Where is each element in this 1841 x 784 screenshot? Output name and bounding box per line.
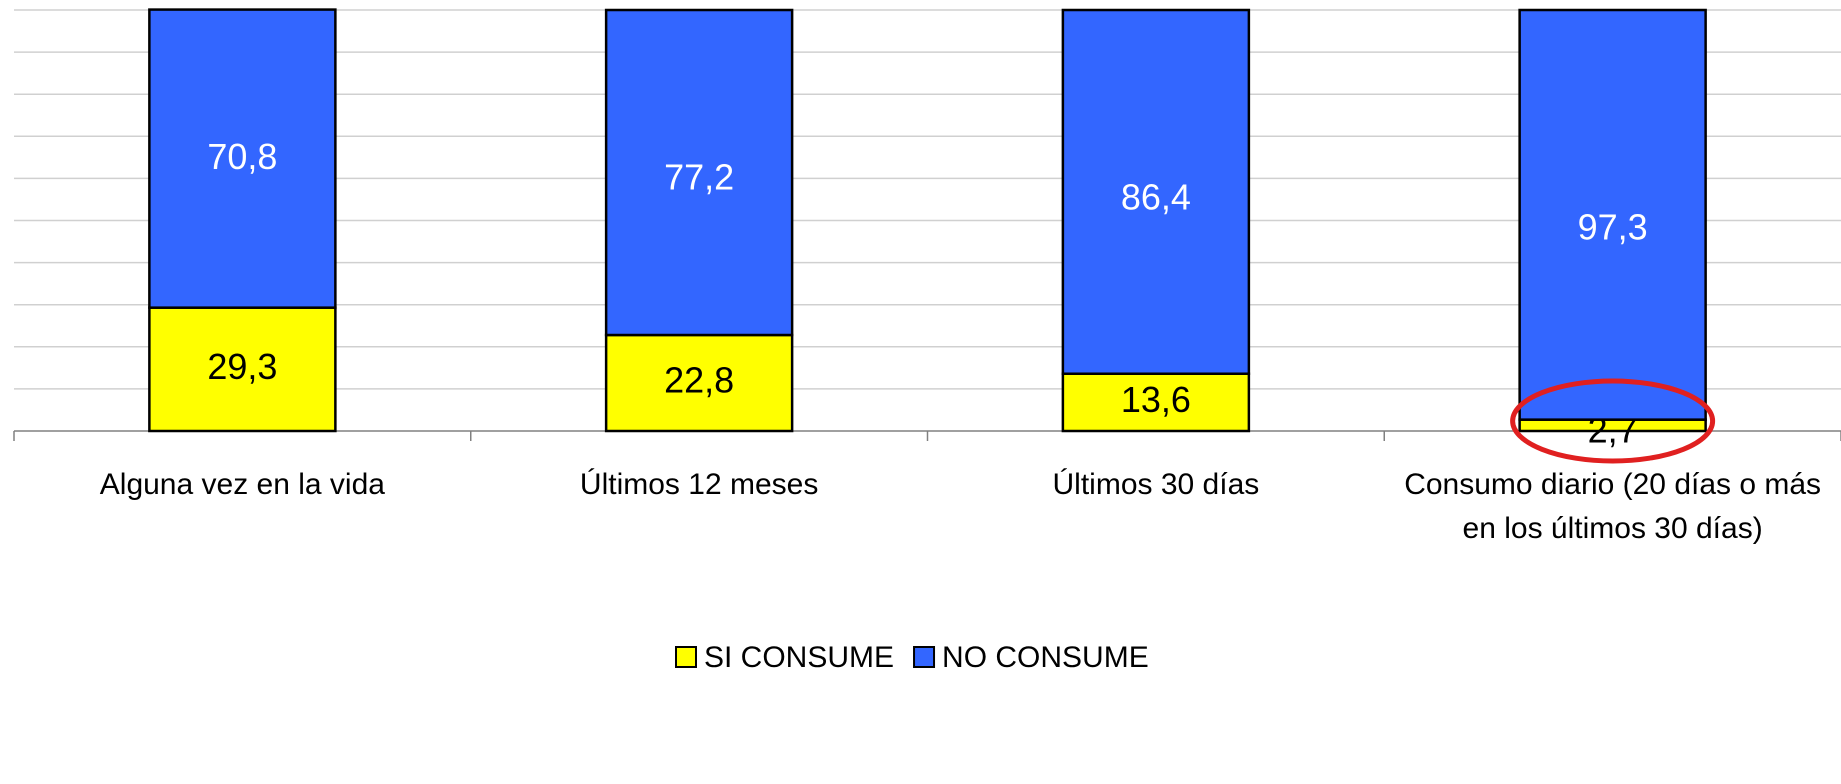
bar-segment	[1061, 8, 1251, 375]
x-tick-label: Consumo diario (20 días o más en los últ…	[1404, 468, 1822, 545]
legend-label: SI CONSUME	[704, 641, 894, 674]
x-tick-label: Últimos 30 días	[1052, 468, 1260, 501]
value-label: 77,2	[664, 157, 734, 198]
bar-segment	[1518, 8, 1707, 421]
x-tick-label: Alguna vez en la vida	[99, 468, 385, 501]
value-label: 70,8	[207, 136, 277, 177]
value-label: 13,6	[1121, 379, 1191, 420]
value-label: 86,4	[1121, 177, 1191, 218]
bar-segment	[148, 306, 337, 433]
bar-segment	[1061, 372, 1251, 433]
bar-segment	[604, 8, 794, 337]
bar-segment	[604, 333, 794, 433]
bar-segment	[148, 8, 337, 309]
value-label: 29,3	[207, 346, 277, 387]
legend-label: NO CONSUME	[942, 641, 1149, 674]
value-label: 22,8	[664, 360, 734, 401]
value-label: 97,3	[1578, 207, 1648, 248]
legend-swatch	[675, 646, 697, 668]
highlight-ellipse	[1510, 378, 1716, 464]
legend-swatch	[913, 646, 936, 668]
x-tick-label: Últimos 12 meses	[579, 468, 819, 501]
